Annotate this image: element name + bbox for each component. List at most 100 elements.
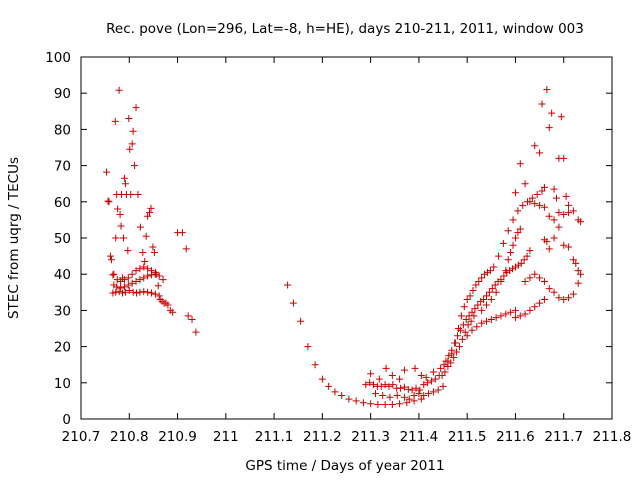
data-point: [545, 212, 553, 220]
data-point: [410, 391, 418, 399]
y-tick-label: 0: [62, 412, 71, 428]
data-point: [455, 343, 463, 351]
data-point: [400, 393, 408, 401]
data-point: [188, 315, 196, 323]
data-point: [169, 308, 177, 316]
data-point: [136, 276, 144, 284]
data-point: [462, 315, 470, 323]
data-point: [550, 288, 558, 296]
data-point: [385, 382, 393, 390]
data-point: [133, 289, 141, 297]
data-point: [463, 296, 471, 304]
data-point: [469, 286, 477, 294]
data-point: [447, 359, 455, 367]
x-tick-label: 211.4: [400, 429, 439, 445]
data-point: [325, 382, 333, 390]
data-point: [545, 124, 553, 132]
y-tick-label: 50: [54, 231, 71, 247]
data-point: [132, 277, 140, 285]
data-point: [477, 297, 485, 305]
data-point: [121, 180, 129, 188]
data-point: [124, 247, 132, 255]
data-point: [417, 372, 425, 380]
data-point: [572, 259, 580, 267]
data-point: [338, 391, 346, 399]
data-point: [375, 375, 383, 383]
data-point: [139, 248, 147, 256]
y-tick-label: 90: [54, 86, 71, 102]
data-point: [318, 375, 326, 383]
data-point: [442, 357, 450, 365]
data-point: [440, 361, 448, 369]
x-tick-label: 210.7: [62, 429, 101, 445]
data-point: [557, 113, 565, 121]
data-point: [565, 243, 573, 251]
y-tick-label: 80: [54, 122, 71, 138]
data-point: [132, 267, 140, 275]
data-point: [377, 382, 385, 390]
data-point: [120, 276, 128, 284]
data-point: [543, 86, 551, 94]
data-point: [552, 194, 560, 202]
data-point: [458, 335, 466, 343]
data-point: [382, 364, 390, 372]
data-point: [124, 281, 132, 289]
data-point: [119, 289, 127, 297]
data-point: [134, 191, 142, 199]
data-point: [528, 194, 536, 202]
data-point: [142, 232, 150, 240]
data-point: [417, 395, 425, 403]
data-point: [492, 288, 500, 296]
data-point: [126, 145, 134, 153]
data-point: [565, 201, 573, 209]
data-point: [472, 281, 480, 289]
data-point: [540, 203, 548, 211]
data-point: [511, 306, 519, 314]
data-point: [425, 390, 433, 398]
data-point: [531, 200, 539, 208]
data-point: [304, 343, 312, 351]
data-point: [374, 401, 382, 409]
y-tick-label: 40: [54, 267, 71, 283]
data-point: [454, 332, 462, 340]
data-point: [120, 174, 128, 182]
data-point: [511, 234, 519, 242]
data-point: [441, 368, 449, 376]
data-point: [386, 393, 394, 401]
data-point: [431, 375, 439, 383]
data-point: [192, 328, 200, 336]
data-point: [560, 241, 568, 249]
data-point: [507, 308, 515, 316]
data-point: [411, 364, 419, 372]
data-point: [114, 205, 122, 213]
data-point: [545, 285, 553, 293]
data-point: [495, 252, 503, 260]
data-point: [113, 276, 121, 284]
data-point: [109, 271, 117, 279]
chart-title: Rec. pove (Lon=296, Lat=-8, h=HE), days …: [106, 21, 584, 37]
data-point: [124, 274, 132, 282]
data-point: [480, 296, 488, 304]
data-point: [184, 312, 192, 320]
data-point: [453, 348, 461, 356]
data-point: [105, 198, 113, 206]
data-point: [445, 352, 453, 360]
data-point: [533, 191, 541, 199]
data-point: [487, 315, 495, 323]
data-point: [468, 326, 476, 334]
data-point: [550, 185, 558, 193]
data-point: [526, 274, 534, 282]
data-point: [408, 386, 416, 394]
data-point: [555, 294, 563, 302]
data-point: [159, 276, 167, 284]
x-axis: 210.7 210.8 210.9 211 211.1 211.2 211.3 211.4 21…: [62, 57, 631, 445]
y-axis: 0 10 20 30 40 50 60 70 80 90 100: [45, 50, 612, 428]
y-tick-label: 30: [54, 303, 71, 319]
data-point: [155, 272, 163, 280]
data-point: [569, 256, 577, 264]
data-point: [536, 201, 544, 209]
data-point: [110, 270, 118, 278]
data-point: [128, 279, 136, 287]
data-point: [514, 207, 522, 215]
data-point: [511, 189, 519, 197]
